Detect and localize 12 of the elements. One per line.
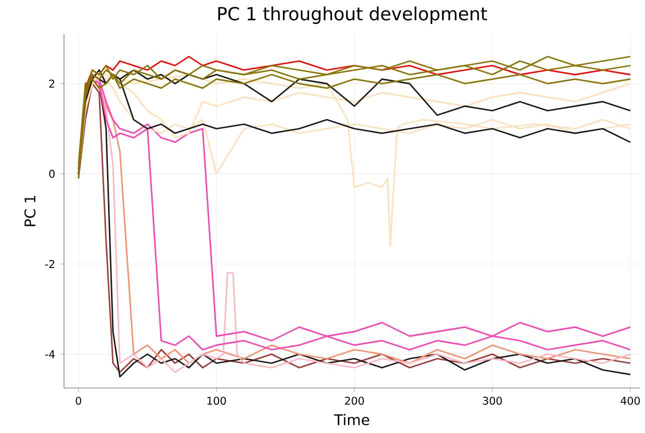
x-tick-label: 400 bbox=[620, 396, 640, 405]
x-tick-label: 100 bbox=[207, 396, 226, 405]
y-axis-title: PC 1 bbox=[24, 196, 36, 226]
x-tick-label: 300 bbox=[483, 396, 502, 405]
chart-title: PC 1 throughout development bbox=[218, 6, 488, 24]
x-tick-label: 200 bbox=[345, 396, 364, 405]
x-tick-label: 0 bbox=[76, 396, 82, 405]
y-tick-label: -2 bbox=[45, 260, 54, 268]
y-tick-label: 0 bbox=[49, 170, 55, 178]
y-tick-label: -4 bbox=[45, 350, 55, 358]
y-tick-label: 2 bbox=[49, 80, 54, 88]
x-axis-title: Time bbox=[334, 414, 370, 426]
